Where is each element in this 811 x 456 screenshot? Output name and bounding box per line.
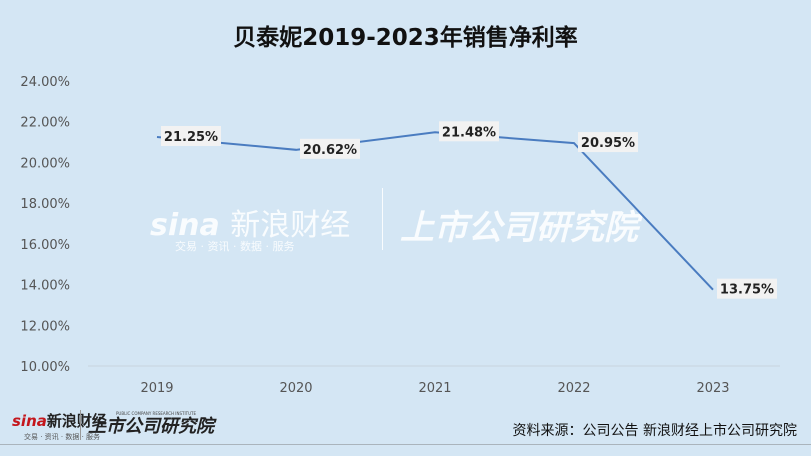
- x-tick-label: 2023: [696, 381, 729, 396]
- footer-divider: [0, 444, 811, 445]
- watermark-sina-logo: sina 新浪财经: [150, 208, 351, 243]
- data-label-box: [717, 278, 777, 299]
- data-label: 21.48%: [442, 125, 496, 140]
- x-tick-label: 2022: [557, 381, 590, 396]
- logo-divider: [80, 410, 81, 440]
- data-label-box: [300, 138, 360, 159]
- data-label: 13.75%: [720, 283, 774, 298]
- data-label-box: [439, 121, 499, 142]
- data-label-box: [161, 125, 221, 146]
- data-label: 21.25%: [164, 130, 218, 145]
- x-tick-label: 2021: [418, 381, 451, 396]
- watermark-sina-sub: 交易 · 资讯 · 数据 · 服务: [175, 240, 295, 253]
- data-label: 20.62%: [303, 143, 357, 158]
- x-tick-label: 2019: [140, 381, 173, 396]
- sina-logo: sina新浪财经: [12, 412, 107, 430]
- y-tick-label: 12.00%: [20, 319, 70, 334]
- y-tick-label: 16.00%: [20, 238, 70, 253]
- y-tick-label: 18.00%: [20, 197, 70, 212]
- data-label-box: [578, 132, 638, 153]
- chart-title: 贝泰妮2019-2023年销售净利率: [233, 25, 578, 51]
- y-tick-label: 24.00%: [20, 75, 70, 90]
- y-tick-label: 10.00%: [20, 360, 70, 375]
- y-tick-label: 14.00%: [20, 279, 70, 294]
- institute-logo: 上市公司研究院: [88, 416, 214, 437]
- watermark-divider: [382, 188, 383, 250]
- sina-logo-sub: 交易 · 资讯 · 数据 · 服务: [24, 433, 101, 441]
- institute-logo-en: PUBLIC COMPANY RESEARCH INSTITUTE: [116, 411, 196, 416]
- data-label: 20.95%: [581, 136, 635, 151]
- watermark-institute: 上市公司研究院: [400, 208, 638, 248]
- y-tick-label: 20.00%: [20, 156, 70, 171]
- source-note: 资料来源：公司公告 新浪财经上市公司研究院: [512, 423, 797, 439]
- y-tick-label: 22.00%: [20, 116, 70, 131]
- x-tick-label: 2020: [279, 381, 312, 396]
- series-line: [156, 131, 714, 291]
